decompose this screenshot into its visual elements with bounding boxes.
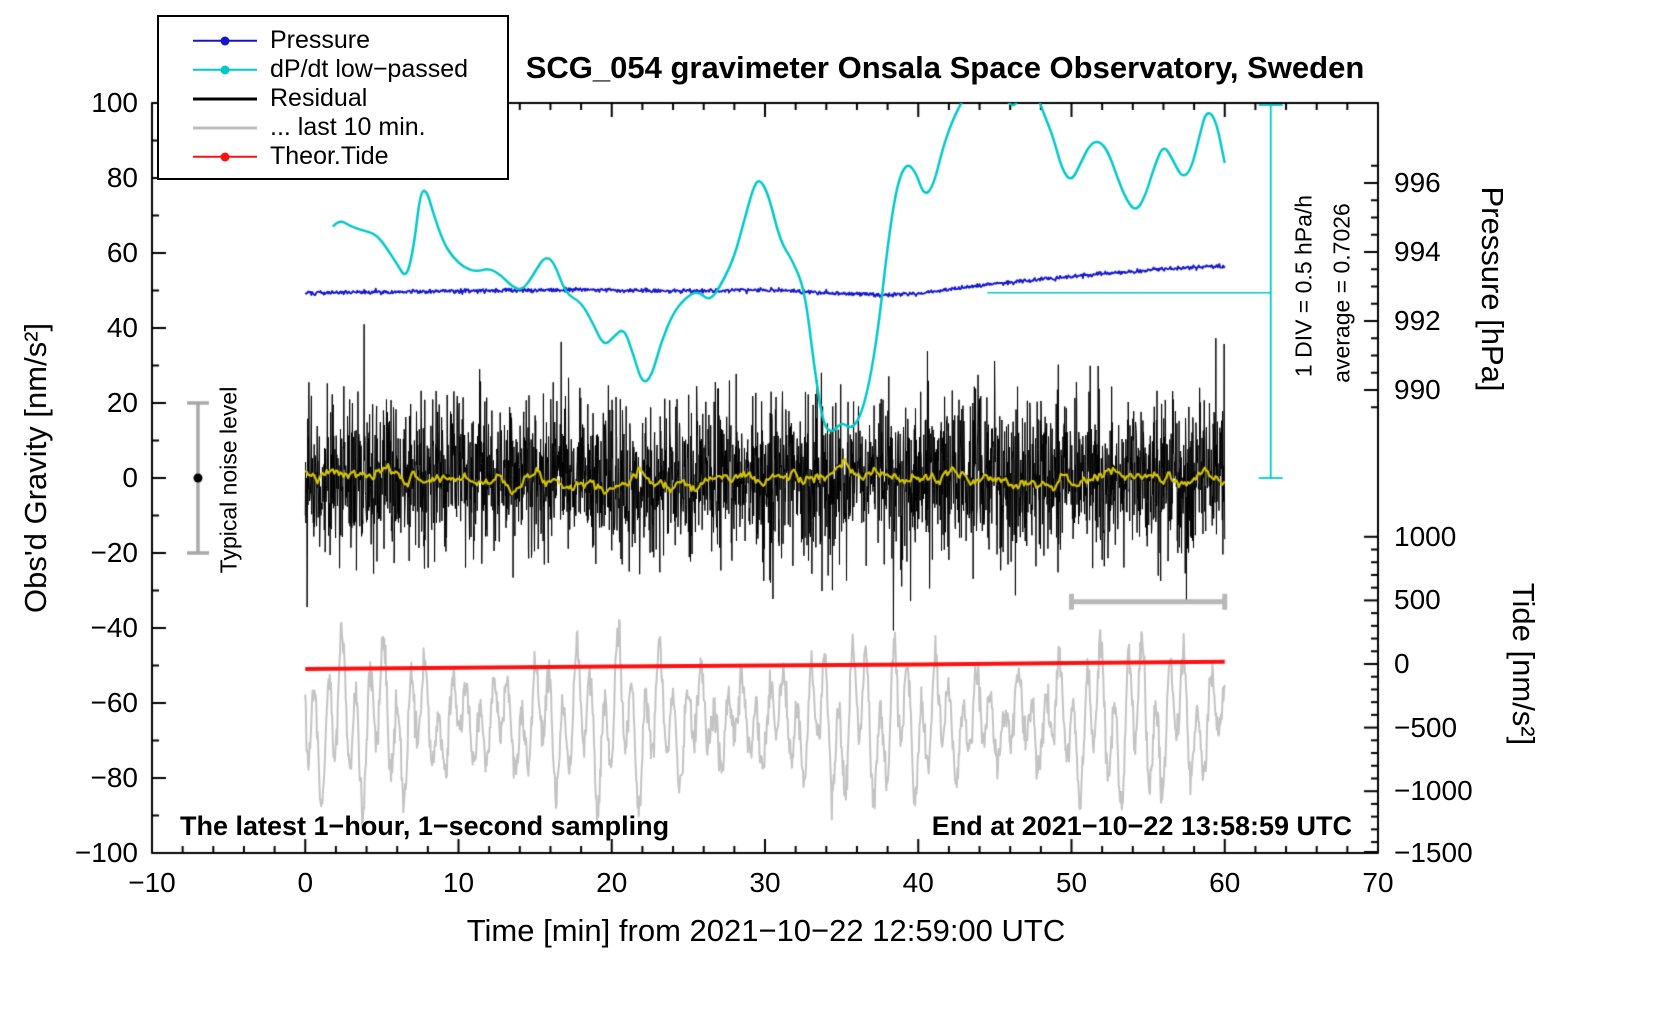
tide-tick-label: −1000 — [1394, 775, 1473, 807]
gravity-tick-label: 0 — [122, 462, 138, 493]
gravity-tick-label: −20 — [90, 537, 139, 568]
x-tick-label: 50 — [1055, 867, 1088, 898]
legend-item: Residual — [159, 84, 507, 113]
x-tick-label: 0 — [297, 867, 314, 898]
tide-axis-label: Tide [nm/s²] — [1506, 582, 1541, 746]
legend-label: Residual — [270, 84, 368, 112]
tide-tick-label: 0 — [1394, 648, 1410, 679]
tide-tick-label: 1000 — [1394, 520, 1457, 552]
x-tick-label: 40 — [902, 867, 934, 898]
legend-item: Theor.Tide — [159, 142, 507, 171]
legend-label: ... last 10 min. — [270, 113, 426, 141]
x-tick-label: 10 — [442, 867, 475, 898]
pressure-axis-label: Pressure [hPa] — [1475, 186, 1510, 392]
legend-marker-line — [193, 123, 257, 132]
gravity-tick-label: −40 — [90, 612, 139, 643]
pressure-tick-label: 990 — [1394, 373, 1441, 405]
x-tick-label: 20 — [596, 867, 628, 898]
noise-level-label: Typical noise level — [215, 386, 242, 574]
pressure-tick-label: 996 — [1394, 166, 1441, 198]
x-tick-label: 70 — [1362, 867, 1394, 898]
x-tick-label: 60 — [1209, 867, 1241, 898]
div-scale-label: 1 DIV = 0.5 hPa/h — [1290, 194, 1317, 378]
gravity-tick-label: 80 — [106, 162, 138, 193]
footer-end-time: End at 2021−10−22 13:58:59 UTC — [931, 811, 1352, 841]
gravity-tick-label: 40 — [106, 312, 138, 343]
legend-item: dP/dt low−passed — [159, 55, 507, 84]
gravity-tick-label: 60 — [106, 237, 138, 268]
legend-marker-dot-line — [193, 36, 257, 45]
gravity-tick-label: −100 — [74, 837, 138, 868]
footer-sampling: The latest 1−hour, 1−second sampling — [180, 811, 670, 841]
pressure-tick-label: 992 — [1394, 304, 1441, 336]
gravity-tick-label: 20 — [106, 387, 138, 418]
legend: Pressure dP/dt low−passed Residual... last… — [157, 15, 509, 180]
chart-title: SCG_054 gravimeter Onsala Space Observat… — [525, 50, 1365, 85]
gravity-tick-label: −80 — [90, 762, 139, 793]
average-label: average = 0.7026 — [1328, 203, 1355, 383]
x-tick-label: 30 — [749, 867, 781, 898]
legend-marker-dot-line — [193, 65, 257, 74]
legend-marker-dot-line — [193, 152, 257, 161]
x-axis-label: Time [min] from 2021−10−22 12:59:00 UTC — [466, 913, 1066, 948]
legend-label: Theor.Tide — [270, 142, 389, 170]
gravity-tick-label: −60 — [90, 687, 139, 718]
tide-tick-label: −500 — [1394, 711, 1458, 743]
legend-item: Pressure — [159, 26, 507, 55]
pressure-tick-label: 994 — [1394, 235, 1441, 267]
legend-label: dP/dt low−passed — [270, 55, 469, 83]
x-tick-label: −10 — [128, 867, 176, 898]
gravity-tick-label: 100 — [91, 87, 138, 118]
legend-item: ... last 10 min. — [159, 113, 507, 142]
legend-label: Pressure — [270, 26, 371, 54]
gravity-axis-label: Obs'd Gravity [nm/s²] — [18, 322, 53, 614]
tide-tick-label: −1500 — [1394, 837, 1473, 868]
tide-tick-label: 500 — [1394, 584, 1441, 616]
legend-marker-line — [193, 94, 257, 103]
